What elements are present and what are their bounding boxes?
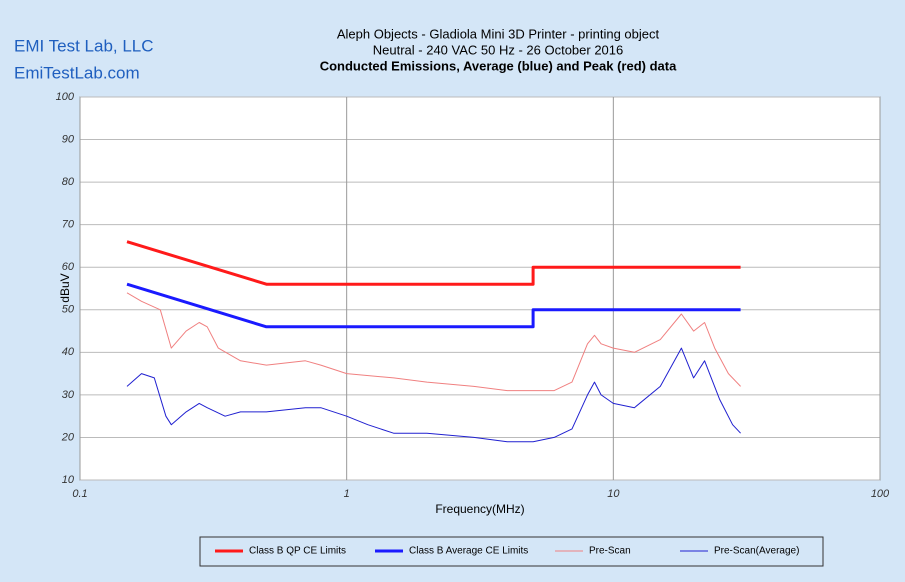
brand: EMI Test Lab, LLC (14, 36, 154, 55)
y-tick-label: 20 (61, 431, 75, 443)
series-line (126, 292, 741, 392)
x-tick-label: 10 (607, 488, 620, 500)
y-tick-label: 40 (62, 346, 75, 358)
y-tick-label: 70 (62, 219, 75, 231)
y-tick-label: 80 (62, 176, 75, 188)
legend-label: Class B Average CE Limits (409, 546, 528, 557)
x-tick-label: 1 (344, 488, 350, 500)
y-tick-label: 60 (62, 261, 75, 273)
x-tick-label: 0.1 (72, 488, 87, 500)
y-axis-label: dBuV (58, 273, 72, 302)
chart-title: Aleph Objects - Gladiola Mini 3D Printer… (337, 26, 660, 41)
legend (199, 536, 824, 567)
legend-label: Pre-Scan(Average) (714, 546, 799, 557)
y-tick-label: 30 (62, 389, 75, 401)
y-tick-label: 10 (62, 474, 75, 486)
x-tick-label: 100 (871, 488, 890, 500)
plot-area (79, 96, 881, 481)
y-tick-label: 90 (62, 133, 75, 145)
y-tick-label: 100 (56, 91, 75, 103)
series-line (126, 282, 741, 329)
series-line (126, 240, 741, 286)
legend-label: Class B QP CE Limits (249, 546, 346, 557)
legend-label: Pre-Scan (589, 546, 631, 557)
chart-title: Neutral - 240 VAC 50 Hz - 26 October 201… (373, 42, 624, 57)
chart-title: Conducted Emissions, Average (blue) and … (320, 58, 677, 73)
series-line (126, 347, 741, 443)
x-axis-label: Frequency(MHz) (435, 502, 524, 516)
brand: EmiTestLab.com (14, 63, 140, 82)
y-tick-label: 50 (62, 304, 75, 316)
